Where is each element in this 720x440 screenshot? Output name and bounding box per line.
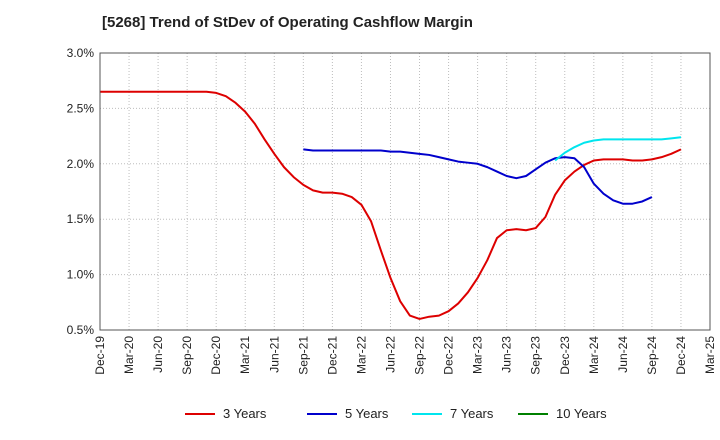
- legend-swatch: [185, 412, 215, 415]
- x-tick-label: Mar-24: [587, 336, 601, 374]
- x-tick-label: Sep-24: [645, 336, 659, 375]
- series-line-3-years: [100, 90, 682, 320]
- x-tick-label: Mar-22: [354, 336, 368, 374]
- x-tick-label: Dec-22: [442, 336, 456, 375]
- x-tick-label: Dec-23: [558, 336, 572, 375]
- legend-swatch: [307, 412, 337, 415]
- x-axis-ticks: Dec-19 Mar-20 Jun-20 Sep-20 Dec-20 Mar-21 Jun-…: [93, 336, 717, 375]
- legend-swatch: [412, 412, 442, 415]
- series-line-5-years: [303, 148, 653, 205]
- x-tick-label: Sep-21: [296, 336, 310, 375]
- x-tick-label: Mar-20: [122, 336, 136, 374]
- legend-item: 7 Years: [412, 406, 493, 421]
- series-line-7-years: [554, 136, 682, 162]
- legend-label: 10 Years: [556, 406, 607, 421]
- x-tick-label: Jun-24: [616, 336, 630, 373]
- y-tick-label: 1.5%: [67, 212, 95, 226]
- x-tick-label: Mar-23: [471, 336, 485, 374]
- x-tick-label: Jun-20: [151, 336, 165, 373]
- x-tick-label: Dec-24: [674, 336, 688, 375]
- legend-label: 3 Years: [223, 406, 267, 421]
- legend-label: 5 Years: [345, 406, 389, 421]
- y-tick-label: 2.5%: [67, 101, 95, 115]
- x-tick-label: Jun-22: [383, 336, 397, 373]
- legend: 3 Years 5 Years 7 Years 10 Years: [0, 406, 720, 426]
- x-tick-label: Sep-23: [529, 336, 543, 375]
- y-tick-label: 2.0%: [67, 157, 95, 171]
- x-tick-label: Sep-22: [413, 336, 427, 375]
- series-layer: [100, 90, 682, 320]
- y-tick-label: 1.0%: [67, 268, 95, 282]
- legend-item: 5 Years: [307, 406, 388, 421]
- x-tick-label: Dec-21: [325, 336, 339, 375]
- x-tick-label: Mar-21: [238, 336, 252, 374]
- x-tick-label: Mar-25: [703, 336, 717, 374]
- x-tick-label: Dec-19: [93, 336, 107, 375]
- x-tick-label: Jun-23: [500, 336, 514, 373]
- grid-lines: [99, 52, 711, 331]
- x-tick-label: Sep-20: [180, 336, 194, 375]
- y-tick-label: 0.5%: [67, 323, 95, 337]
- legend-item: 3 Years: [185, 406, 266, 421]
- y-tick-label: 3.0%: [67, 46, 95, 60]
- legend-item: 10 Years: [518, 406, 607, 421]
- legend-swatch: [518, 412, 548, 415]
- x-tick-label: Jun-21: [267, 336, 281, 373]
- y-axis-ticks: 0.5% 1.0% 1.5% 2.0% 2.5% 3.0%: [67, 46, 95, 337]
- x-tick-label: Dec-20: [209, 336, 223, 375]
- plot-frame: [99, 52, 711, 331]
- legend-label: 7 Years: [450, 406, 494, 421]
- chart-title: [5268] Trend of StDev of Operating Cashf…: [102, 14, 473, 31]
- axes: [99, 52, 711, 331]
